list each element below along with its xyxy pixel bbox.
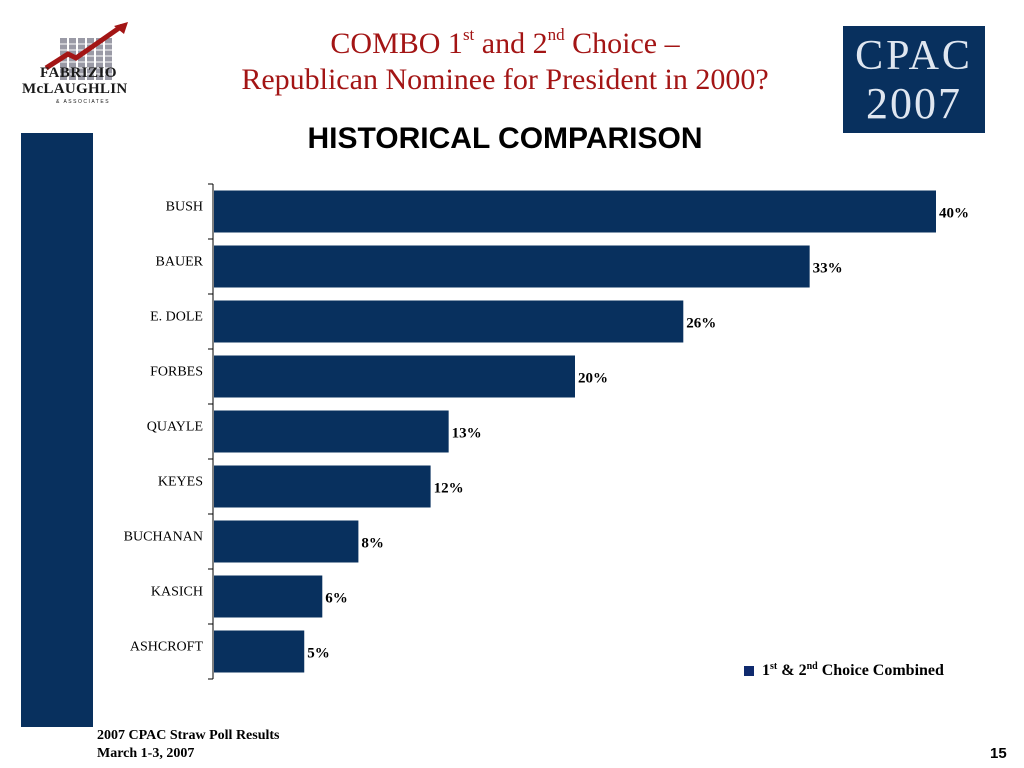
slide-title: COMBO 1st and 2nd Choice – Republican No… [175, 26, 835, 98]
category-label: QUAYLE [147, 420, 203, 435]
bar-quayle [214, 410, 449, 453]
category-label: BUSH [166, 200, 203, 215]
legend-text-b: & 2 [777, 662, 807, 679]
bar-bauer [214, 245, 810, 288]
fabrizio-mclaughlin-logo [18, 20, 158, 120]
category-label: BUCHANAN [124, 530, 203, 545]
legend-sup-nd: nd [806, 661, 818, 672]
title-line2: Republican Nominee for President in 2000… [241, 63, 769, 96]
value-label: 33% [813, 261, 843, 277]
logo-name-line2: McLAUGHLIN [22, 81, 128, 97]
legend-text-a: 1 [762, 662, 770, 679]
legend-label: 1st & 2nd Choice Combined [762, 662, 944, 680]
category-label: E. DOLE [150, 310, 203, 325]
value-label: 12% [434, 481, 464, 497]
cpac-logo-line2: 2007 [866, 79, 962, 128]
legend-swatch [744, 666, 754, 676]
title-text-c: Choice – [564, 27, 680, 60]
bar-buchanan [214, 520, 359, 563]
legend-sup-st: st [770, 661, 778, 672]
bar-keyes [214, 465, 431, 508]
category-label: ASHCROFT [130, 640, 204, 655]
title-text-b: and 2 [474, 27, 548, 60]
title-sup-nd: nd [547, 25, 565, 44]
value-label: 13% [452, 426, 482, 442]
side-accent-bar [21, 133, 93, 727]
title-text-a: COMBO 1 [330, 27, 463, 60]
category-label: BAUER [156, 255, 204, 270]
bar-ashcroft [214, 630, 305, 673]
category-label: KASICH [151, 585, 203, 600]
category-label: FORBES [150, 365, 203, 380]
cpac-2007-logo: CPAC 2007 [843, 26, 985, 133]
value-label: 5% [307, 646, 330, 662]
page-number: 15 [990, 745, 1007, 762]
value-label: 8% [361, 536, 384, 552]
bar-forbes [214, 355, 575, 398]
value-label: 6% [325, 591, 348, 607]
chart-subtitle: HISTORICAL COMPARISON [307, 122, 703, 155]
footer-source: 2007 CPAC Straw Poll Results March 1-3, … [97, 727, 280, 763]
logo-graphic [44, 22, 128, 80]
footer-line1: 2007 CPAC Straw Poll Results [97, 728, 280, 743]
logo-name-line3: & ASSOCIATES [56, 99, 111, 105]
cpac-logo-line1: CPAC [855, 33, 973, 79]
bar-kasich [214, 575, 323, 618]
bar-bush [214, 190, 936, 233]
bar-e-dole [214, 300, 684, 343]
category-label: KEYES [158, 475, 203, 490]
title-sup-st: st [462, 25, 475, 44]
value-label: 26% [686, 316, 716, 332]
value-label: 20% [578, 371, 608, 387]
footer-line2: March 1-3, 2007 [97, 746, 195, 761]
value-label: 40% [939, 206, 969, 222]
logo-name-line1: FABRIZIO [40, 65, 118, 81]
chart-legend: 1st & 2nd Choice Combined [744, 662, 944, 680]
legend-text-c: Choice Combined [817, 662, 944, 679]
